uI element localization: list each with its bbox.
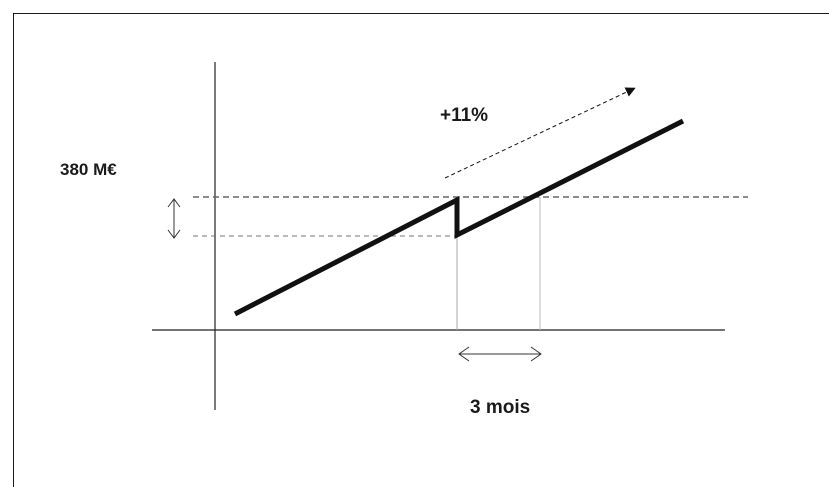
horizontal-double-arrow-icon — [458, 346, 542, 362]
diagram-frame — [13, 13, 829, 487]
amount-label: 380 M€ — [60, 160, 117, 179]
trend-line — [233, 118, 685, 317]
growth-arrow — [444, 87, 636, 179]
growth-label: +11% — [440, 105, 489, 126]
duration-label: 3 mois — [470, 397, 531, 418]
vertical-double-arrow-icon — [167, 198, 181, 239]
